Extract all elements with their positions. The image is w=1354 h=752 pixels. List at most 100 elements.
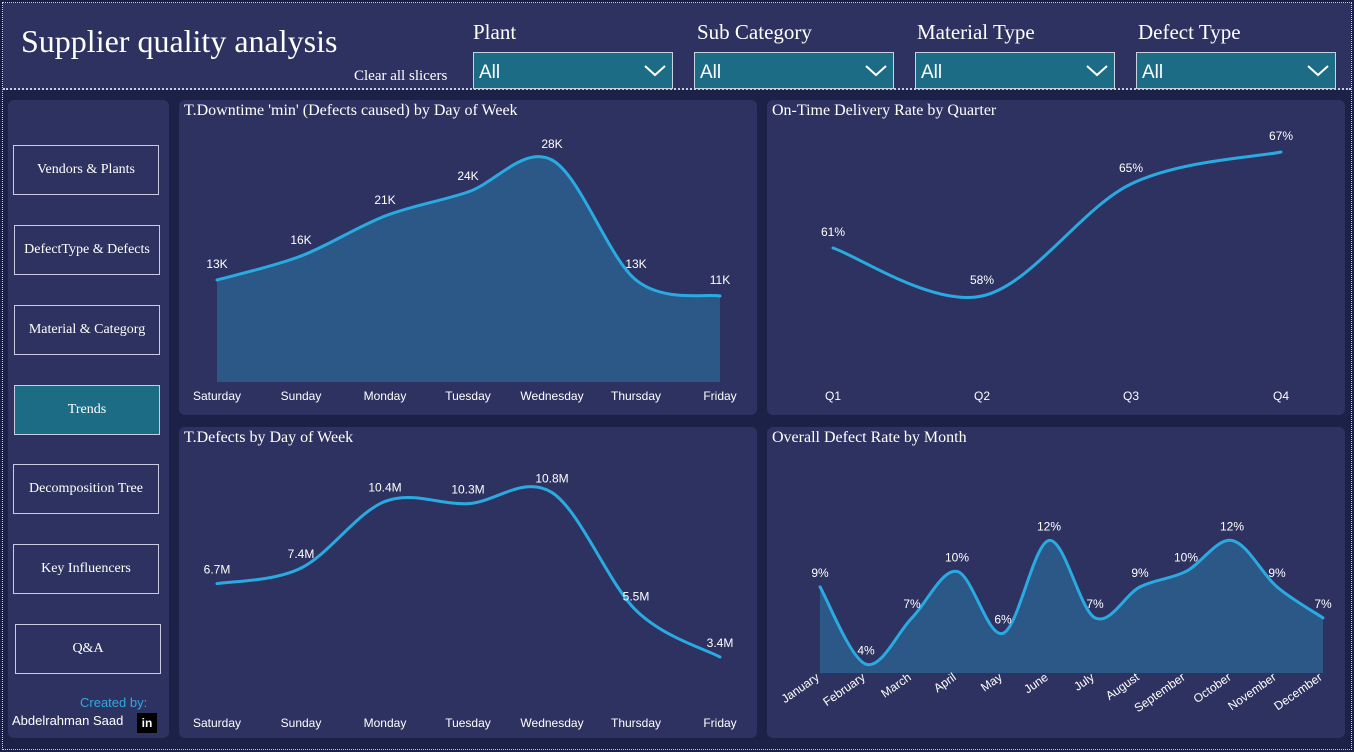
x-tick-label: Saturday (193, 389, 241, 403)
chart-svg: 9% 4% 7% 10% 6% 12% 7% 9% 10% 12% 9% 7% JanuaryFebru… (779, 519, 1332, 715)
data-label: 12% (1220, 519, 1244, 533)
x-tick-label: August (1103, 670, 1142, 703)
chevron-down-icon (1307, 65, 1329, 77)
chevron-down-icon (1086, 65, 1108, 77)
x-tick-label: Saturday (193, 716, 241, 730)
data-point[interactable] (864, 662, 868, 666)
nav-material-category-button[interactable]: Material & Categorg (14, 305, 160, 355)
defect-type-slicer[interactable]: All (1136, 52, 1336, 89)
data-point[interactable] (910, 616, 914, 620)
series-line (832, 150, 1282, 299)
data-label: 16K (290, 233, 311, 247)
data-point[interactable] (299, 566, 303, 570)
defect-type-slicer-label: Defect Type (1138, 20, 1241, 44)
plant-slicer[interactable]: All (473, 52, 673, 89)
data-label: 7% (1314, 597, 1332, 611)
data-point[interactable] (980, 294, 984, 298)
data-point[interactable] (215, 582, 219, 586)
data-label: 3.4M (707, 636, 734, 650)
x-tick-label: Wednesday (520, 389, 583, 403)
data-label: 9% (1131, 566, 1149, 580)
data-point[interactable] (383, 214, 387, 218)
material-type-slicer-label: Material Type (917, 20, 1035, 44)
x-tick-label: Thursday (611, 716, 661, 730)
data-label: 4% (857, 643, 875, 657)
x-tick-label: June (1021, 670, 1051, 697)
data-label: 10.3M (451, 483, 484, 497)
x-tick-label: Thursday (611, 389, 661, 403)
data-point[interactable] (383, 499, 387, 503)
data-label: 10% (1174, 550, 1198, 564)
nav-defecttype-defects-button[interactable]: DefectType & Defects (14, 225, 160, 275)
data-point[interactable] (466, 502, 470, 506)
nav-decomposition-tree-button[interactable]: Decomposition Tree (13, 464, 159, 514)
data-point[interactable] (550, 491, 554, 495)
x-tick-label: Tuesday (445, 389, 491, 403)
x-tick-label: Q2 (974, 389, 990, 403)
data-point[interactable] (1093, 616, 1097, 620)
data-point[interactable] (299, 254, 303, 258)
area-fill (820, 540, 1323, 673)
data-point[interactable] (718, 655, 722, 659)
data-point[interactable] (1321, 616, 1325, 620)
data-point[interactable] (1001, 631, 1005, 635)
linkedin-icon[interactable]: in (137, 713, 157, 733)
nav-trends-button[interactable]: Trends (14, 385, 160, 435)
defect-type-slicer-value: All (1142, 62, 1164, 83)
data-label: 5.5M (623, 589, 650, 603)
chevron-down-icon (865, 65, 887, 77)
data-label: 10.4M (368, 480, 401, 494)
x-tick-label: Friday (703, 716, 736, 730)
sub-category-slicer[interactable]: All (694, 52, 894, 89)
header-bar: Supplier quality analysis Clear all slic… (3, 3, 1351, 90)
data-point[interactable] (1275, 585, 1279, 589)
data-point[interactable] (1047, 538, 1051, 542)
x-tick-label: May (978, 670, 1005, 694)
data-label: 65% (1119, 161, 1143, 175)
data-point[interactable] (1129, 182, 1133, 186)
data-point[interactable] (215, 278, 219, 282)
data-label: 9% (811, 566, 829, 580)
data-label: 12% (1037, 519, 1061, 533)
x-tick-label: December (1271, 670, 1324, 713)
chart-svg: 61% 58% 65% 67% Q1 Q2 Q3 Q4 (821, 129, 1293, 403)
page-title: Supplier quality analysis (21, 23, 338, 59)
data-point[interactable] (955, 569, 959, 573)
data-label: 13K (206, 257, 227, 271)
data-point[interactable] (1230, 538, 1234, 542)
sub-category-slicer-value: All (700, 62, 722, 83)
x-tick-label: November (1225, 670, 1278, 713)
clear-slicers-button[interactable]: Clear all slicers (354, 68, 448, 84)
data-label: 11K (710, 273, 730, 287)
plant-slicer-label: Plant (473, 20, 517, 44)
data-point[interactable] (466, 190, 470, 194)
x-tick-label: Tuesday (445, 716, 491, 730)
data-point[interactable] (1279, 150, 1283, 154)
data-point[interactable] (1138, 585, 1142, 589)
x-tick-label: February (820, 670, 867, 709)
data-point[interactable] (634, 608, 638, 612)
data-label: 7% (1086, 597, 1104, 611)
defects-by-day-card: T.Defects by Day of Week 6.7M 7.4M 10.4M 10… (179, 427, 757, 738)
material-type-slicer[interactable]: All (915, 52, 1115, 89)
data-point[interactable] (718, 294, 722, 298)
x-tick-label: Monday (364, 389, 407, 403)
nav-qa-button[interactable]: Q&A (15, 624, 161, 674)
nav-vendors-plants-button[interactable]: Vendors & Plants (13, 145, 159, 195)
data-point[interactable] (818, 585, 822, 589)
data-point[interactable] (831, 246, 835, 250)
data-point[interactable] (550, 158, 554, 162)
data-point[interactable] (634, 278, 638, 282)
data-label: 28K (541, 137, 562, 151)
x-tick-label: Q1 (825, 389, 841, 403)
data-point[interactable] (1184, 569, 1188, 573)
data-label: 6.7M (204, 563, 231, 577)
x-tick-label: July (1071, 670, 1097, 694)
nav-key-influencers-button[interactable]: Key Influencers (13, 544, 159, 594)
downtime-by-day-card: T.Downtime 'min' (Defects caused) by Day… (179, 100, 757, 415)
x-tick-label: Monday (364, 716, 407, 730)
sub-category-slicer-label: Sub Category (697, 20, 812, 44)
x-tick-label: March (878, 670, 913, 701)
x-tick-label: Sunday (281, 389, 322, 403)
chevron-down-icon (644, 65, 666, 77)
